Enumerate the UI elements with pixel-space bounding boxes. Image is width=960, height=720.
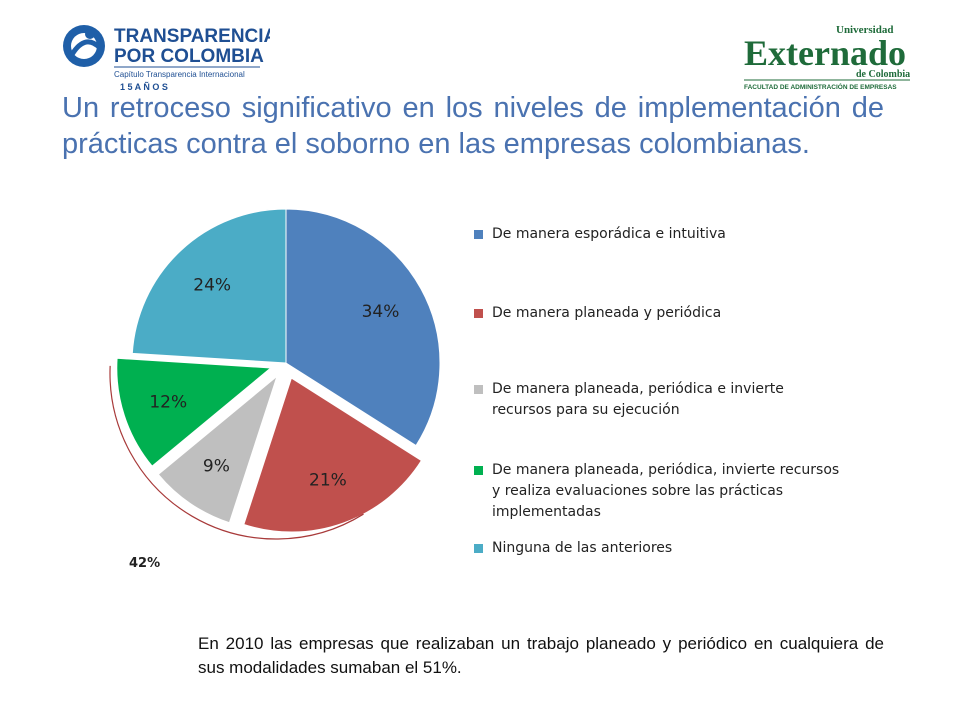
pie-data-label-2: 9%: [203, 456, 230, 476]
bracket-arc: [109, 365, 364, 540]
legend-swatch: [474, 544, 483, 553]
legend-label: De manera planeada, periódica e invierte…: [492, 381, 784, 418]
pie-chart: 34% 21% 9% 12% 24%: [109, 208, 441, 540]
externado-logo: Universidad Externado de Colombia FACULT…: [744, 24, 910, 91]
svg-text:de Colombia: de Colombia: [856, 69, 910, 80]
transparencia-logo: TRANSPARENCIA POR COLOMBIA Capítulo Tran…: [63, 25, 270, 92]
legend-label: De manera planeada y periódica: [492, 305, 722, 321]
legend-swatch: [474, 466, 483, 475]
pie-slice-3: [116, 357, 273, 467]
legend-label: De manera esporádica e intuitiva: [492, 226, 726, 242]
pie-data-label-0: 34%: [362, 302, 400, 322]
footnote-text: En 2010 las empresas que realizaban un t…: [198, 634, 884, 677]
pie-data-label-4: 24%: [193, 275, 231, 295]
pie-slice-1: [243, 377, 423, 533]
legend-label: De manera planeada, periódica, invierte …: [492, 462, 840, 520]
svg-text:Externado: Externado: [744, 33, 906, 73]
svg-text:Capítulo Transparencia Interna: Capítulo Transparencia Internacional: [114, 70, 245, 79]
pie-slice-2: [157, 374, 279, 524]
page-title: Un retroceso significativo en los nivele…: [62, 92, 884, 160]
legend-swatch: [474, 309, 483, 318]
svg-text:FACULTAD DE ADMINISTRACIÓN DE: FACULTAD DE ADMINISTRACIÓN DE EMPRESAS: [744, 82, 897, 91]
pie-slice-0: [285, 208, 441, 447]
pie-slice-4: [131, 208, 287, 364]
svg-text:POR COLOMBIA: POR COLOMBIA: [114, 46, 264, 67]
svg-text:TRANSPARENCIA: TRANSPARENCIA: [114, 26, 270, 47]
legend-swatch: [474, 385, 483, 394]
legend-swatch: [474, 230, 483, 239]
bracket-annotation: 42%: [129, 556, 161, 571]
pie-data-label-3: 12%: [149, 392, 187, 412]
svg-text:Universidad: Universidad: [836, 24, 893, 36]
svg-text:1 5 A Ñ O S: 1 5 A Ñ O S: [120, 82, 168, 92]
pie-data-label-1: 21%: [309, 470, 347, 490]
legend-label: Ninguna de las anteriores: [492, 540, 673, 556]
